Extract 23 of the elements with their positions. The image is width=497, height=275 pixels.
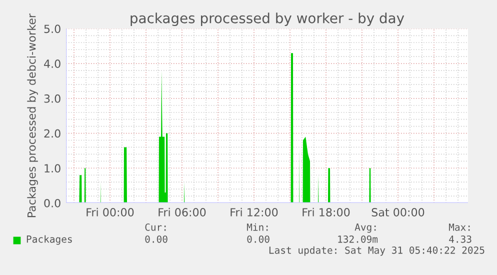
y-tick-label: 0.0	[44, 198, 60, 208]
text: Max:	[448, 224, 470, 231]
x-tick-label: Fri 06:00	[158, 208, 206, 216]
y-tick-label: 3.0	[44, 94, 60, 103]
chart-title: packages processed by worker - by day	[130, 12, 404, 26]
x-tick-label: Fri 00:00	[86, 208, 134, 216]
legend-label: Packages	[26, 235, 72, 245]
text: 0.00	[247, 235, 270, 243]
text: Min:	[246, 223, 268, 231]
y-tick-label: 5.0	[44, 24, 60, 34]
x-tick-label: Sat 00:00	[372, 208, 424, 216]
text: 132.09m	[338, 235, 378, 243]
text: Cur:	[145, 223, 166, 231]
y-tick-label: 1.0	[44, 164, 60, 173]
y-tick-label: 2.0	[44, 129, 60, 138]
x-tick-label: Fri 12:00	[230, 208, 278, 216]
text: 4.33	[449, 235, 472, 243]
text: Last update: Sat May 31 05:40:22 2025	[269, 246, 484, 256]
y-tick-label: 4.0	[44, 60, 60, 68]
x-tick-label: Fri 18:00	[302, 208, 350, 216]
text: Avg:	[354, 224, 376, 233]
y-axis-title: Packages processed by debci-worker	[27, 14, 38, 218]
text: 0.00	[145, 235, 168, 243]
